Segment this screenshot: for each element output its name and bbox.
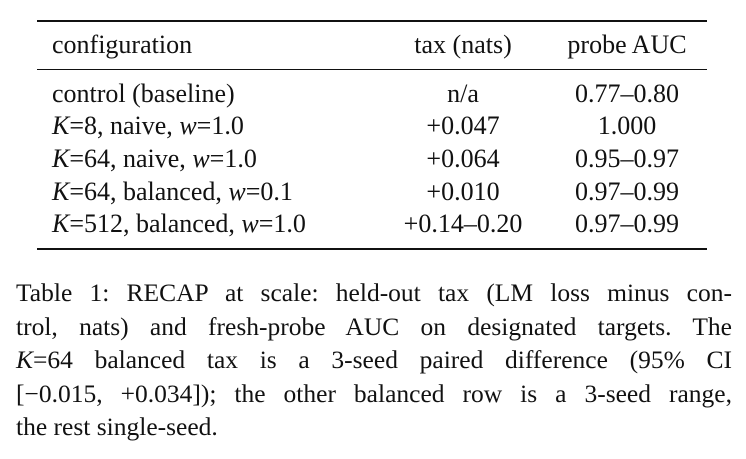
caption-line: trol, nats) and fresh-probe AUC on desig… — [16, 311, 732, 341]
row-tax: n/a — [447, 79, 479, 108]
config-weight: =1.0 — [209, 144, 257, 173]
row-configuration: K=512, balanced, w=1.0 — [52, 208, 306, 240]
table-row: K=64, naive, w=1.0 +0.064 0.95–0.97 — [37, 143, 707, 175]
var-k: K — [52, 111, 70, 140]
caption-ci: [−0.015, +0.034] — [16, 378, 201, 408]
caption-text: ); the other balanced row is a 3-seed ra… — [200, 378, 732, 408]
var-k: K — [52, 144, 70, 173]
config-text: control (baseline) — [52, 79, 235, 108]
config-text: =512, balanced, — [69, 209, 242, 238]
table-bottom-rule — [37, 248, 707, 250]
table-row: control (baseline) n/a 0.77–0.80 — [37, 78, 707, 110]
row-tax: +0.010 — [426, 177, 500, 206]
var-w: w — [228, 177, 246, 206]
row-configuration: K=64, naive, w=1.0 — [52, 143, 257, 175]
table-caption: Table 1: RECAP at scale: held-out tax (L… — [16, 276, 732, 444]
caption-text: =64 balanced tax is a 3-seed paired diff… — [33, 345, 732, 374]
var-w: w — [241, 209, 259, 238]
row-auc: 0.95–0.97 — [575, 144, 679, 173]
config-text: =64, naive, — [69, 144, 193, 173]
header-tax: tax (nats) — [414, 30, 512, 59]
row-auc: 0.97–0.99 — [575, 209, 679, 238]
row-auc: 1.000 — [597, 111, 657, 140]
var-k: K — [52, 209, 70, 238]
table-row: K=512, balanced, w=1.0 +0.14–0.20 0.97–0… — [37, 208, 707, 240]
row-configuration: control (baseline) — [52, 78, 235, 110]
caption-line: [−0.015, +0.034]); the other balanced ro… — [16, 377, 732, 411]
caption-line: Table 1: RECAP at scale: held-out tax (L… — [16, 278, 732, 307]
row-tax: +0.14–0.20 — [403, 209, 523, 238]
header-configuration: configuration — [52, 30, 193, 59]
var-w: w — [179, 111, 197, 140]
caption-var-k: K — [16, 345, 34, 374]
table-row: K=64, balanced, w=0.1 +0.010 0.97–0.99 — [37, 176, 707, 208]
caption-line: the rest single-seed. — [16, 412, 218, 441]
config-weight: =1.0 — [258, 209, 306, 238]
config-text: =8, naive, — [69, 111, 180, 140]
table-mid-rule — [37, 69, 707, 70]
row-tax: +0.064 — [426, 144, 500, 173]
var-k: K — [52, 177, 70, 206]
table-header-row: configuration tax (nats) probe AUC — [37, 29, 707, 61]
table-row: K=8, naive, w=1.0 +0.047 1.000 — [37, 110, 707, 142]
table-top-rule — [37, 20, 707, 22]
header-auc: probe AUC — [567, 30, 687, 59]
row-tax: +0.047 — [426, 111, 500, 140]
row-auc: 0.77–0.80 — [575, 79, 679, 108]
var-w: w — [192, 144, 210, 173]
config-text: =64, balanced, — [69, 177, 229, 206]
caption-line: K=64 balanced tax is a 3-seed paired dif… — [16, 343, 732, 377]
config-weight: =1.0 — [196, 111, 244, 140]
row-auc: 0.97–0.99 — [575, 177, 679, 206]
config-weight: =0.1 — [245, 177, 293, 206]
row-configuration: K=64, balanced, w=0.1 — [52, 176, 293, 208]
row-configuration: K=8, naive, w=1.0 — [52, 110, 244, 142]
